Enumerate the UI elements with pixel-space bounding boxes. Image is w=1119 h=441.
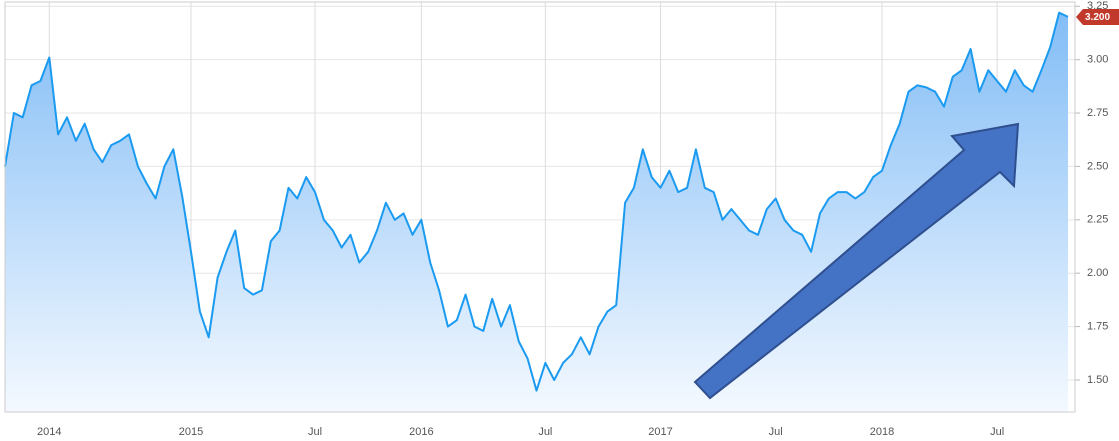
plot-frame	[4, 1, 1076, 413]
x-tick-label: Jul	[990, 426, 1004, 438]
x-tick-label: 2016	[409, 426, 433, 438]
y-tick-label: 1.75	[1087, 320, 1108, 332]
x-tick-label: 2018	[870, 426, 894, 438]
x-tick-label: Jul	[538, 426, 552, 438]
x-tick-label: Jul	[308, 426, 322, 438]
x-tick-label: 2015	[179, 426, 203, 438]
x-tick-label: Jul	[769, 426, 783, 438]
y-tick-label: 2.50	[1087, 160, 1108, 172]
x-tick-label: 2014	[37, 426, 61, 438]
y-tick-label: 2.25	[1087, 214, 1108, 226]
y-tick-label: 2.75	[1087, 107, 1108, 119]
value-label: 3.200	[1085, 12, 1110, 23]
x-tick-label: 2017	[648, 426, 672, 438]
y-tick-label: 2.00	[1087, 267, 1108, 279]
value-tag	[1076, 8, 1119, 25]
y-tick-label: 1.50	[1087, 374, 1108, 386]
trend-arrow	[693, 122, 1020, 400]
y-tick-label: 3.00	[1087, 54, 1108, 66]
line	[4, 11, 1069, 392]
